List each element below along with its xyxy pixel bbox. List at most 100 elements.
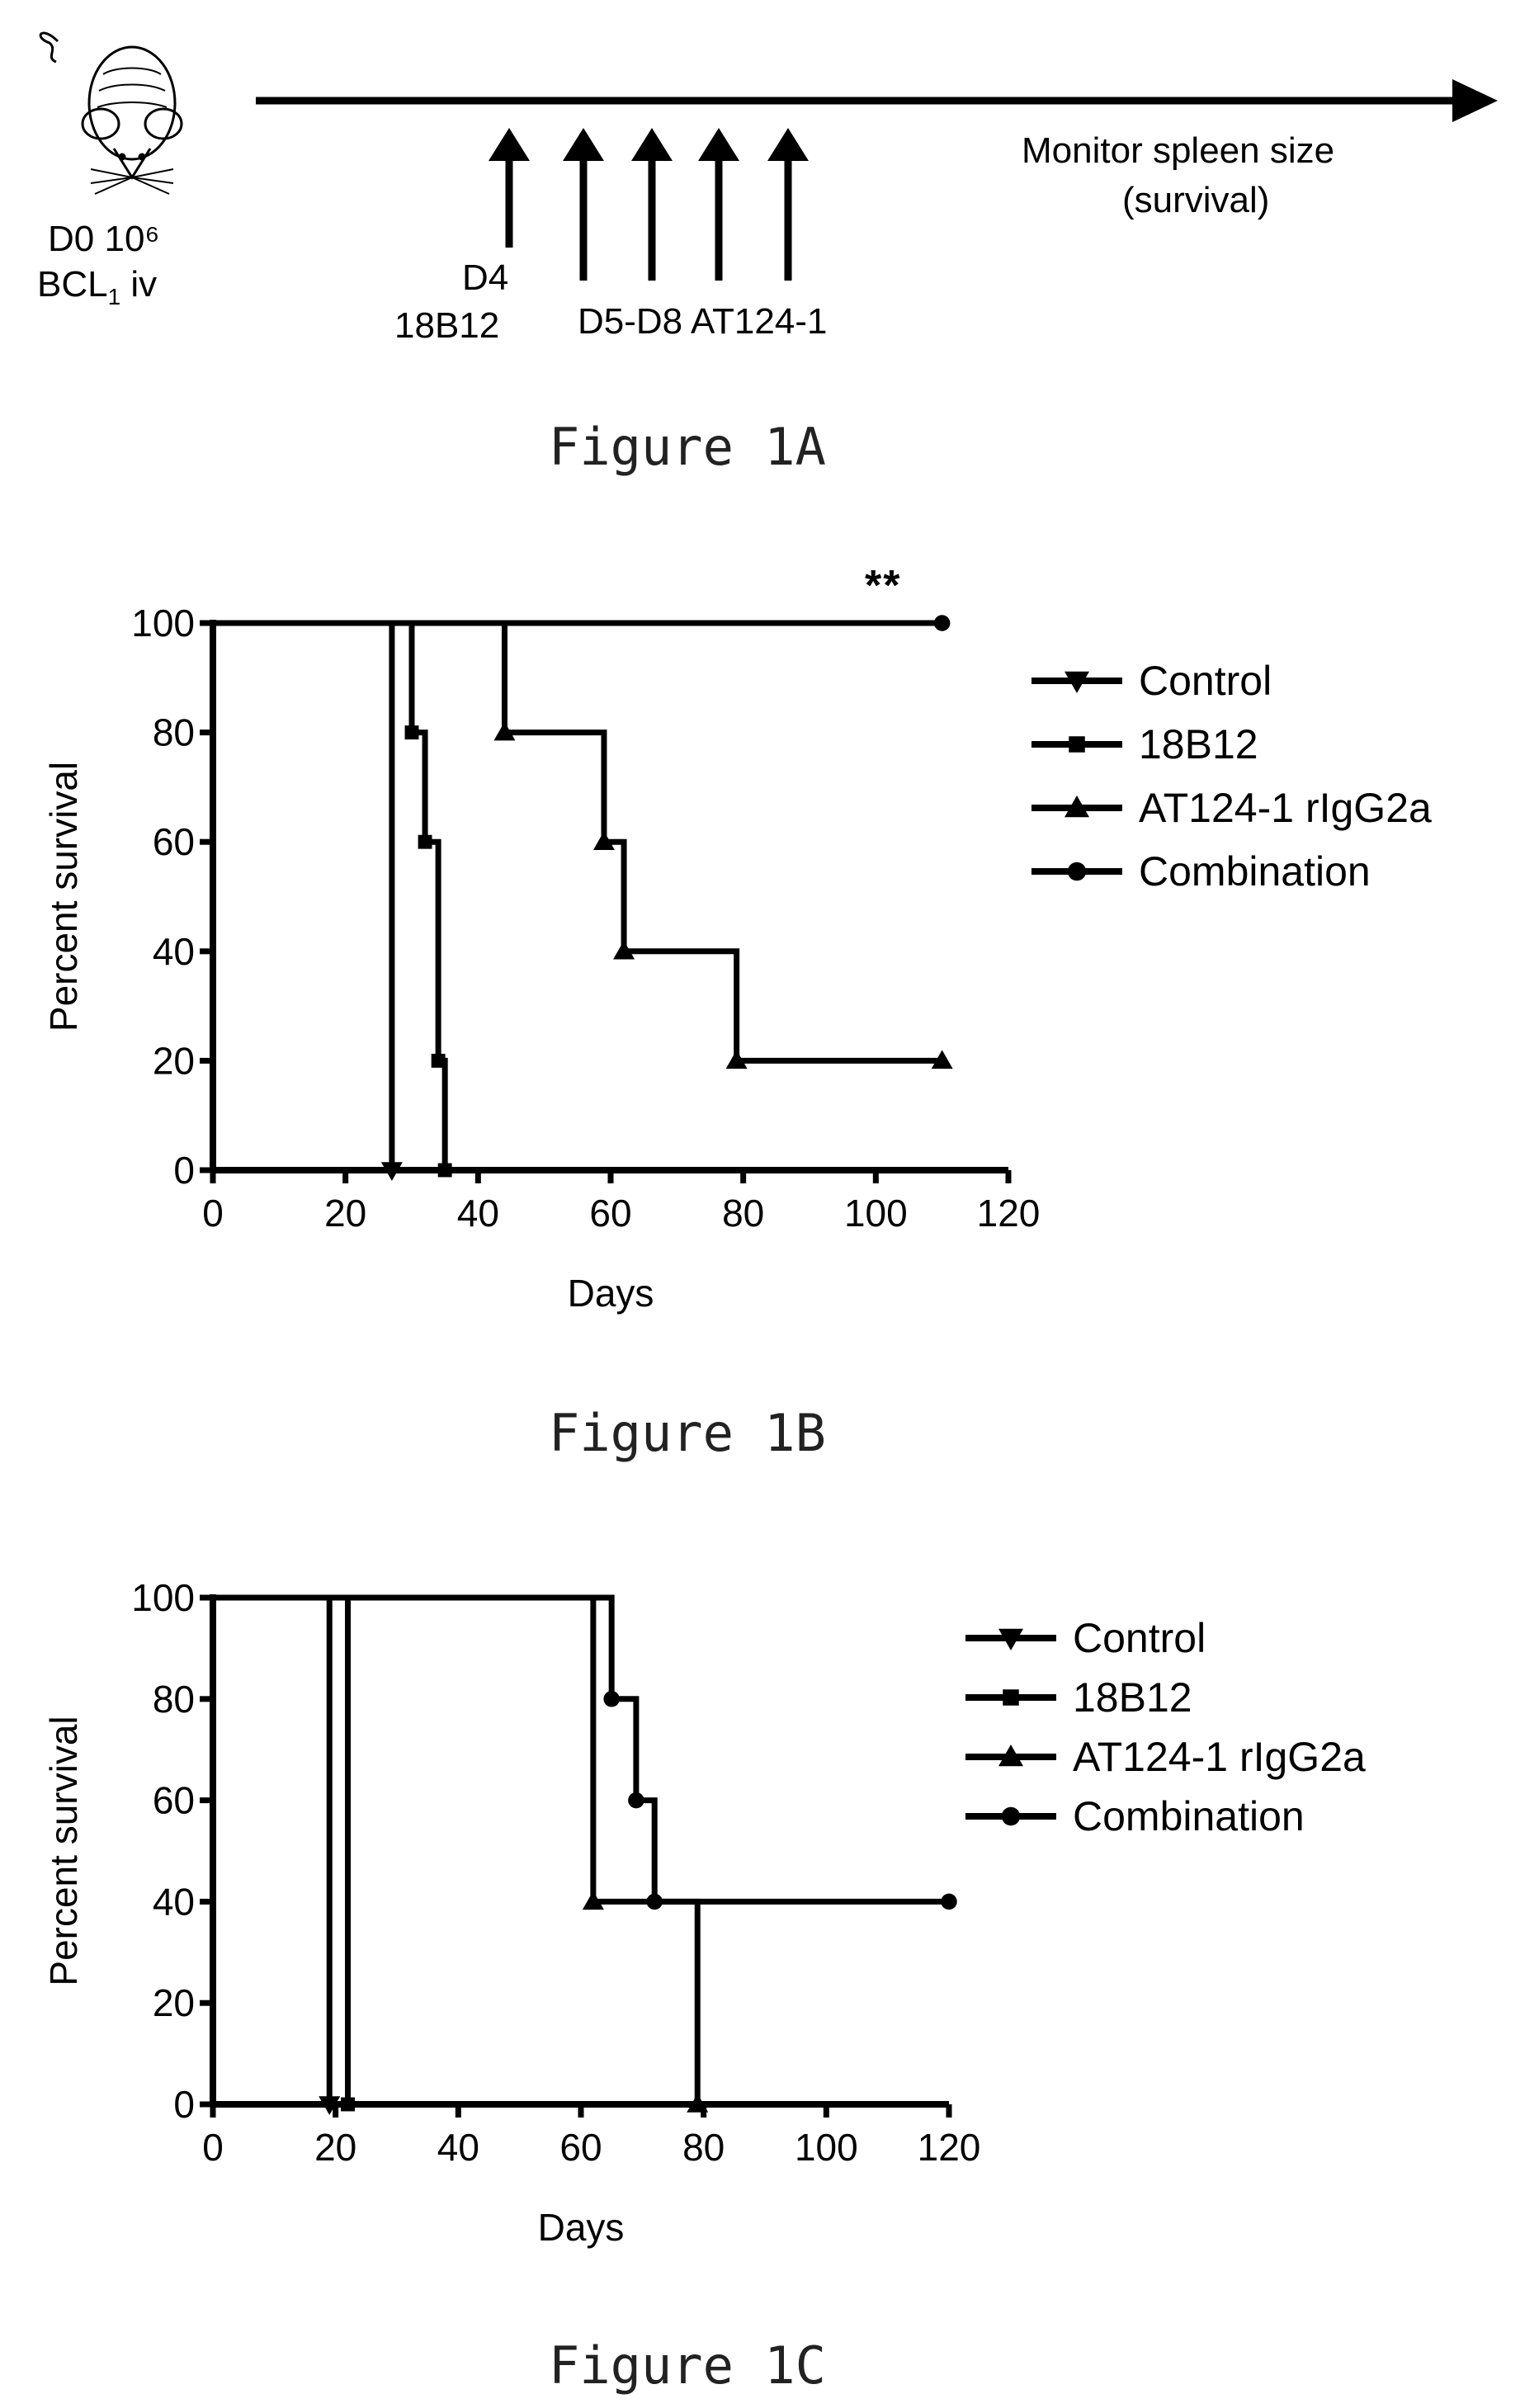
- chart-1C-legend-marker-0: [998, 1628, 1023, 1650]
- chart-1B-legend-label-2: AT124-1 rIgG2a: [1139, 785, 1432, 831]
- chart-1C-series-0-line: [213, 1594, 333, 2104]
- d5-arrow: [563, 128, 604, 281]
- chart-1B-xtick-label-0: 0: [202, 1192, 224, 1235]
- chart-1C-ytick-label-0: 0: [173, 2083, 195, 2126]
- chart-1C-legend-item-1: 18B12: [965, 1674, 1192, 1721]
- chart-1B-xtick-label-20: 20: [324, 1192, 366, 1235]
- chart-1C-series-3-point-7: [941, 1893, 957, 1910]
- chart-1B-legend-marker-2: [1064, 796, 1089, 818]
- chart-1C-series-0-point-2: [319, 2096, 341, 2115]
- chart-1B-series-2: [213, 620, 953, 1069]
- chart-1B-legend-item-0: Control: [1031, 658, 1272, 704]
- chart-1C-series-3-point-6: [646, 1893, 663, 1910]
- d4-drug-label: 18B12: [394, 305, 500, 346]
- d4-arrow: [489, 128, 530, 248]
- chart-1C-series-3-line: [213, 1594, 949, 1905]
- chart-1C-ytick-label-80: 80: [153, 1678, 195, 1721]
- chart-1B-legend-marker-0: [1064, 671, 1089, 693]
- chart-1B-legend-label-1: 18B12: [1139, 721, 1258, 767]
- chart-1B-series-1: [213, 620, 452, 1178]
- chart-1B-series-2-point-4: [592, 831, 615, 850]
- chart-1C-series-3-point-4: [628, 1792, 644, 1809]
- chart-1B-xtick-label-40: 40: [457, 1192, 499, 1235]
- d5-d8-label: D5-D8 AT124-1: [578, 301, 828, 342]
- chart-1C-xtick-label-120: 120: [918, 2126, 981, 2169]
- chart-1B-xtick-label-60: 60: [589, 1192, 631, 1235]
- chart-1C-legend-label-2: AT124-1 rIgG2a: [1073, 1734, 1366, 1780]
- chart-1C-legend-item-0: Control: [965, 1615, 1206, 1661]
- chart-1C-legend-item-3: Combination: [965, 1793, 1305, 1839]
- chart-1B-series-2-line: [213, 620, 942, 1064]
- chart-1B-series-1-point-8: [437, 1163, 452, 1178]
- chart-1C-series-2-point-2: [582, 1891, 604, 1910]
- chart-1B-series-1-point-6: [431, 1053, 446, 1068]
- chart-1B-series-2-point-6: [613, 940, 635, 960]
- chart-1B-ytick-label-40: 40: [153, 930, 195, 973]
- chart-1B-legend-item-2: AT124-1 rIgG2a: [1031, 785, 1432, 831]
- figure-1a-caption: Figure 1A: [549, 417, 826, 477]
- chart-1B-ytick-label-80: 80: [153, 711, 195, 754]
- chart-1C-legend-marker-2: [998, 1745, 1023, 1767]
- chart-1C-ytick-label-100: 100: [131, 1576, 195, 1619]
- chart-1C-series-1-point-2: [341, 2097, 355, 2112]
- figure-1b-significance: **: [865, 562, 902, 610]
- chart-1C-xtick-label-80: 80: [682, 2126, 725, 2169]
- chart-1B-legend-marker-1: [1069, 736, 1085, 753]
- chart-1B-legend-item-1: 18B12: [1031, 721, 1258, 767]
- chart-1C-legend-marker-3: [1001, 1806, 1021, 1826]
- figure-1c-chart: 0 20 40 60 80 100 0 20 40 60 80 100 120 Days Percent s…: [42, 1576, 1366, 2249]
- chart-1C-legend-label-0: Control: [1073, 1615, 1206, 1661]
- chart-1B-xtick-label-100: 100: [844, 1192, 908, 1235]
- d6-arrow: [631, 128, 673, 281]
- chart-1B-legend-marker-3: [1067, 862, 1087, 881]
- chart-1B-legend-label-3: Combination: [1139, 848, 1371, 895]
- figure-1b-caption: Figure 1B: [549, 1403, 826, 1463]
- chart-1B-series-3: [213, 615, 951, 631]
- monitor-label-line2: (survival): [1122, 180, 1270, 220]
- chart-1C-xtick-label-20: 20: [314, 2126, 356, 2169]
- timeline: [256, 79, 1498, 281]
- figure-1a: D0 10⁶ BCL1 iv D4 18B12 D5-D8 AT124-1 Mo…: [0, 0, 1520, 512]
- timeline-arrowhead: [1452, 79, 1498, 122]
- chart-1B-ytick-label-100: 100: [131, 602, 195, 644]
- chart-1C-xlabel: Days: [538, 2206, 625, 2249]
- chart-1C-series-3-point-2: [603, 1691, 620, 1707]
- d8-arrow: [767, 128, 809, 281]
- chart-1C-xtick-label-60: 60: [559, 2126, 602, 2169]
- chart-1C-legend-label-3: Combination: [1073, 1793, 1305, 1839]
- chart-1B-ylabel: Percent survival: [42, 762, 85, 1032]
- mouse-cell-label-post: iv: [120, 264, 158, 305]
- mouse-icon: [39, 31, 183, 195]
- chart-1C-xtick-label-40: 40: [437, 2126, 479, 2169]
- chart-1C-legend-item-2: AT124-1 rIgG2a: [965, 1734, 1366, 1780]
- chart-1B-series-1-point-4: [418, 834, 432, 849]
- chart-1B-ytick-label-20: 20: [153, 1039, 195, 1082]
- chart-1B-series-1-line: [213, 620, 448, 1170]
- chart-1C-series-0: [213, 1594, 341, 2115]
- mouse-cell-label-sub: 1: [107, 283, 121, 309]
- chart-1C-xtick-label-100: 100: [795, 2126, 858, 2169]
- d7-arrow: [698, 128, 739, 281]
- chart-1B-ytick-label-0: 0: [173, 1149, 195, 1192]
- chart-1B-series-2-point-9: [931, 1050, 953, 1069]
- chart-1B-series-2-point-8: [725, 1050, 748, 1069]
- chart-1B-series-0-point-2: [380, 1162, 403, 1181]
- mouse-dose-label: D0 10⁶: [48, 219, 160, 259]
- chart-1B-xtick-label-120: 120: [977, 1192, 1041, 1235]
- figure-1b-chart: 0 20 40 60 80 100 0 20 40 60 80 100 120 Days Percent s…: [42, 602, 1432, 1315]
- chart-1C-ytick-label-20: 20: [153, 1981, 195, 2024]
- chart-1C-ytick-label-40: 40: [153, 1880, 195, 1923]
- chart-1C-legend-label-1: 18B12: [1073, 1674, 1192, 1721]
- chart-1B-series-3-point-1: [933, 615, 951, 631]
- chart-1B-series-0-line: [213, 620, 395, 1170]
- monitor-label-line1: Monitor spleen size: [1022, 130, 1335, 171]
- chart-1C-series-3: [213, 1594, 957, 1910]
- d4-day-label: D4: [462, 257, 509, 298]
- chart-1C-ylabel: Percent survival: [42, 1716, 85, 1985]
- chart-1B-series-2-point-2: [493, 721, 516, 741]
- chart-1C-series-1: [213, 1594, 355, 2112]
- chart-1B-xtick-label-80: 80: [722, 1192, 764, 1235]
- chart-1B-legend-item-3: Combination: [1031, 848, 1371, 895]
- chart-1B-series-1-point-2: [404, 725, 419, 740]
- chart-1B-ytick-label-60: 60: [153, 820, 195, 863]
